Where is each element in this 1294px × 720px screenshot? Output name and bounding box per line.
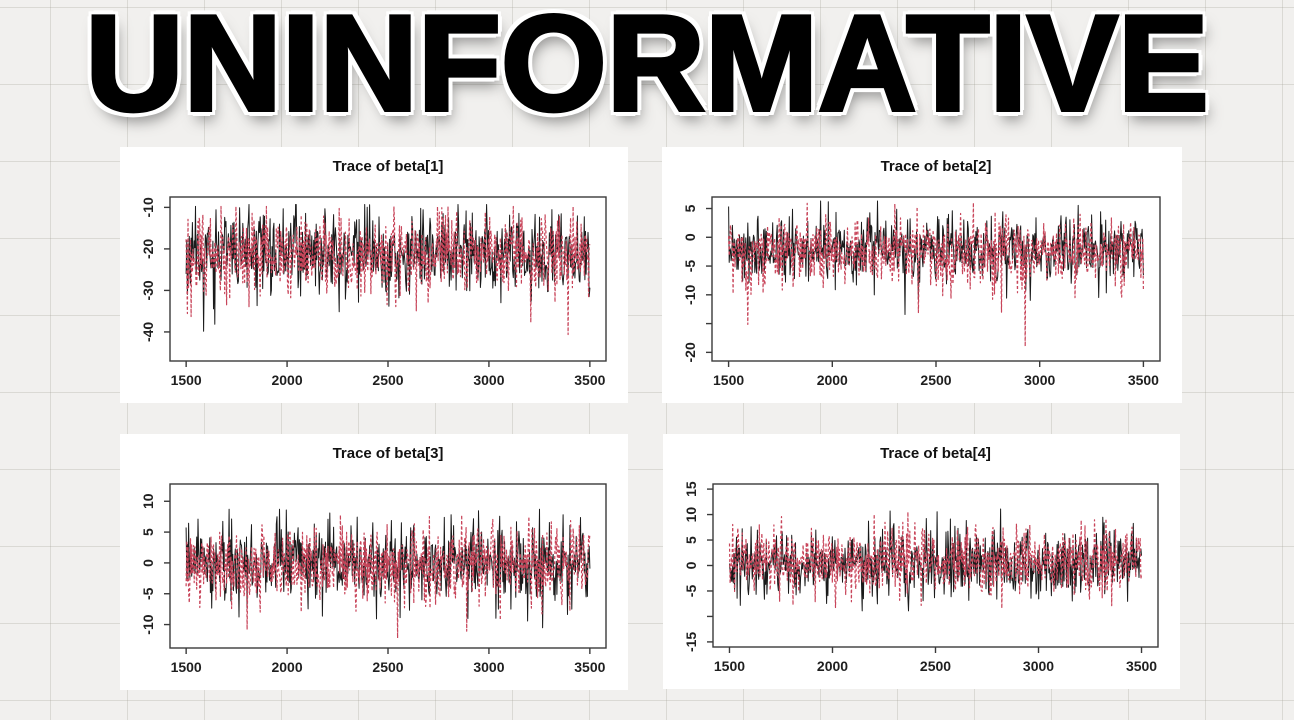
svg-text:0: 0 [682, 233, 698, 241]
svg-text:2500: 2500 [920, 372, 951, 388]
svg-text:-30: -30 [140, 280, 156, 300]
trace-plot-beta3-title: Trace of beta[3] [332, 445, 444, 462]
svg-text:0: 0 [140, 559, 156, 567]
svg-text:2500: 2500 [372, 372, 403, 388]
svg-text:2000: 2000 [817, 372, 848, 388]
svg-text:-10: -10 [140, 614, 156, 634]
svg-text:2000: 2000 [817, 658, 848, 674]
svg-text:5: 5 [140, 528, 156, 536]
svg-text:3500: 3500 [1128, 372, 1159, 388]
svg-text:-20: -20 [140, 239, 156, 259]
svg-text:2500: 2500 [920, 658, 951, 674]
trace-plot-beta1-card: Trace of beta[1] 1500 2000 2500 3000 3500 -10… [120, 147, 628, 403]
svg-text:2000: 2000 [271, 659, 302, 675]
svg-text:5: 5 [682, 204, 698, 212]
svg-text:-40: -40 [140, 322, 156, 342]
svg-text:10: 10 [683, 507, 699, 523]
svg-text:-10: -10 [140, 197, 156, 217]
svg-text:10: 10 [140, 493, 156, 509]
svg-text:5: 5 [683, 536, 699, 544]
trace-plot-beta2-card: Trace of beta[2] 1500 2000 2500 3000 3500 5 0 -… [662, 147, 1182, 403]
svg-text:2000: 2000 [271, 372, 302, 388]
svg-text:-5: -5 [682, 260, 698, 273]
trace-plot-beta4-card: Trace of beta[4] 1500 2000 2500 3000 3500 15 1… [663, 434, 1180, 689]
svg-text:-5: -5 [683, 585, 699, 598]
svg-text:-5: -5 [140, 587, 156, 600]
trace-plot-beta2-canvas: 1500 2000 2500 3000 3500 5 0 -5 -10 -20 [682, 196, 1161, 388]
svg-text:3000: 3000 [473, 372, 504, 388]
svg-text:0: 0 [683, 561, 699, 569]
svg-text:3500: 3500 [574, 372, 605, 388]
svg-text:3000: 3000 [473, 659, 504, 675]
trace-plot-beta3-card: Trace of beta[3] 1500 2000 2500 3000 3500 10 5… [120, 434, 628, 690]
svg-text:15: 15 [683, 481, 699, 497]
trace-plot-beta1-title: Trace of beta[1] [332, 158, 444, 175]
svg-text:-10: -10 [682, 284, 698, 304]
svg-text:2500: 2500 [372, 659, 403, 675]
svg-text:-20: -20 [682, 342, 698, 362]
svg-text:3000: 3000 [1024, 372, 1055, 388]
svg-text:3500: 3500 [574, 659, 605, 675]
svg-text:-15: -15 [683, 632, 699, 652]
svg-text:1500: 1500 [714, 658, 745, 674]
page-title: UNINFORMATIVE [83, 0, 1210, 140]
svg-text:3500: 3500 [1126, 658, 1157, 674]
trace-plot-beta3-canvas: 1500 2000 2500 3000 3500 10 5 0 -5 -10 [140, 483, 607, 675]
svg-text:1500: 1500 [713, 372, 744, 388]
svg-text:1500: 1500 [171, 659, 202, 675]
trace-plot-beta4-title: Trace of beta[4] [880, 445, 991, 462]
trace-plot-beta4-canvas: 1500 2000 2500 3000 3500 15 10 5 0 -5 -15 [683, 481, 1159, 674]
svg-text:1500: 1500 [171, 372, 202, 388]
svg-text:3000: 3000 [1023, 658, 1054, 674]
trace-plot-beta1-canvas: 1500 2000 2500 3000 3500 -10 -20 -30 -40 [140, 196, 607, 388]
trace-plot-beta2-title: Trace of beta[2] [880, 158, 992, 175]
